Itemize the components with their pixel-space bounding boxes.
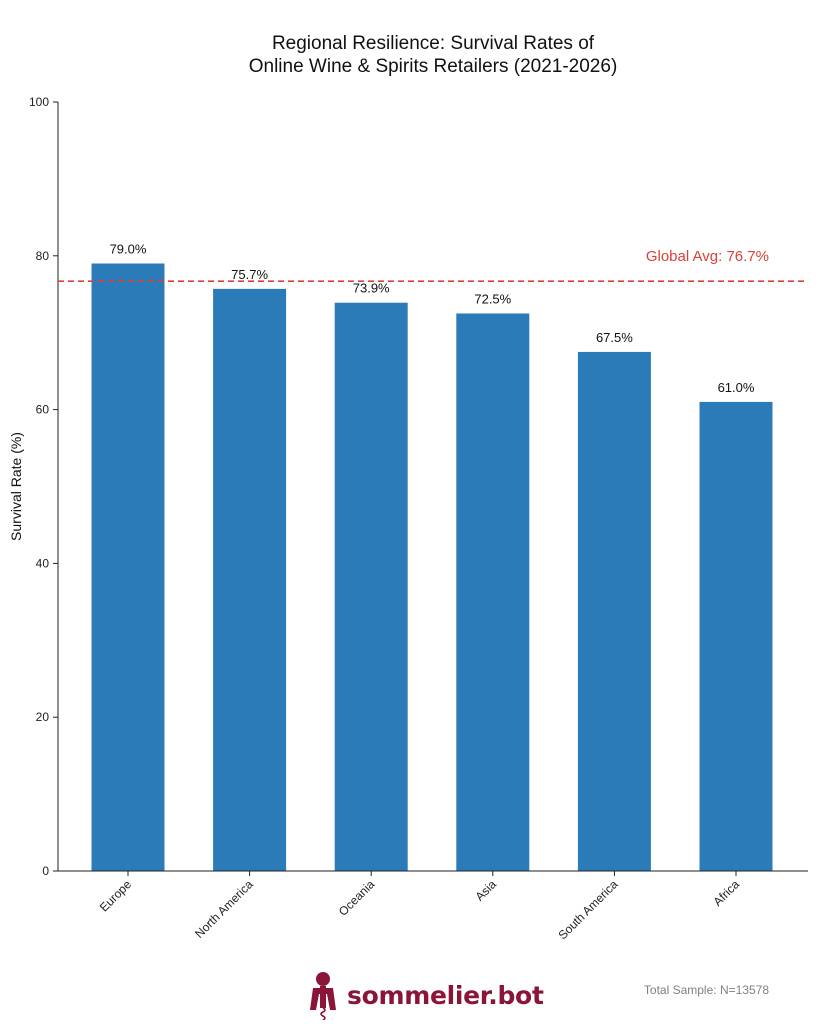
y-tick-label: 40 <box>36 556 50 570</box>
data-label: 72.5% <box>474 291 511 306</box>
bar-south-america <box>577 351 651 871</box>
data-label: 79.0% <box>110 241 147 256</box>
data-label: 67.5% <box>596 330 633 345</box>
y-axis-label: Survival Rate (%) <box>8 432 24 541</box>
bar-europe <box>91 263 165 871</box>
y-tick-label: 0 <box>42 864 49 878</box>
data-label: 61.0% <box>718 380 755 395</box>
global-average-label: Global Avg: 76.7% <box>646 248 769 265</box>
wine-corkscrew-icon <box>310 972 336 1020</box>
x-tick-label: Oceania <box>336 877 378 919</box>
total-sample-note: Total Sample: N=13578 <box>643 983 769 997</box>
y-tick-label: 80 <box>36 249 50 263</box>
bar-north-america <box>213 288 287 871</box>
bar-oceania <box>334 302 408 872</box>
bar-africa <box>699 401 773 871</box>
x-tick-label: Europe <box>97 877 134 914</box>
chart-title: Regional Resilience: Survival Rates of O… <box>0 32 819 78</box>
y-tick-label: 60 <box>36 403 50 417</box>
bar-asia <box>456 313 530 872</box>
y-tick-label: 20 <box>36 710 50 724</box>
brand-logo: sommelier.bot <box>305 970 544 1020</box>
data-label: 73.9% <box>353 281 390 296</box>
chart-title-line-2: Online Wine & Spirits Retailers (2021-20… <box>248 56 618 77</box>
brand-name: sommelier.bot <box>347 980 544 1010</box>
x-tick-label: Asia <box>473 877 500 904</box>
x-tick-label: Africa <box>711 877 743 909</box>
bar-chart: 0 20 40 60 80 100 Survival Rate (%) Europe North… <box>8 95 808 942</box>
x-tick-label: North America <box>192 877 256 941</box>
y-tick-label: 100 <box>29 95 49 109</box>
chart-title-line-1: Regional Resilience: Survival Rates of <box>271 33 595 54</box>
x-tick-label: South America <box>555 877 620 942</box>
data-label: 75.7% <box>231 267 268 282</box>
